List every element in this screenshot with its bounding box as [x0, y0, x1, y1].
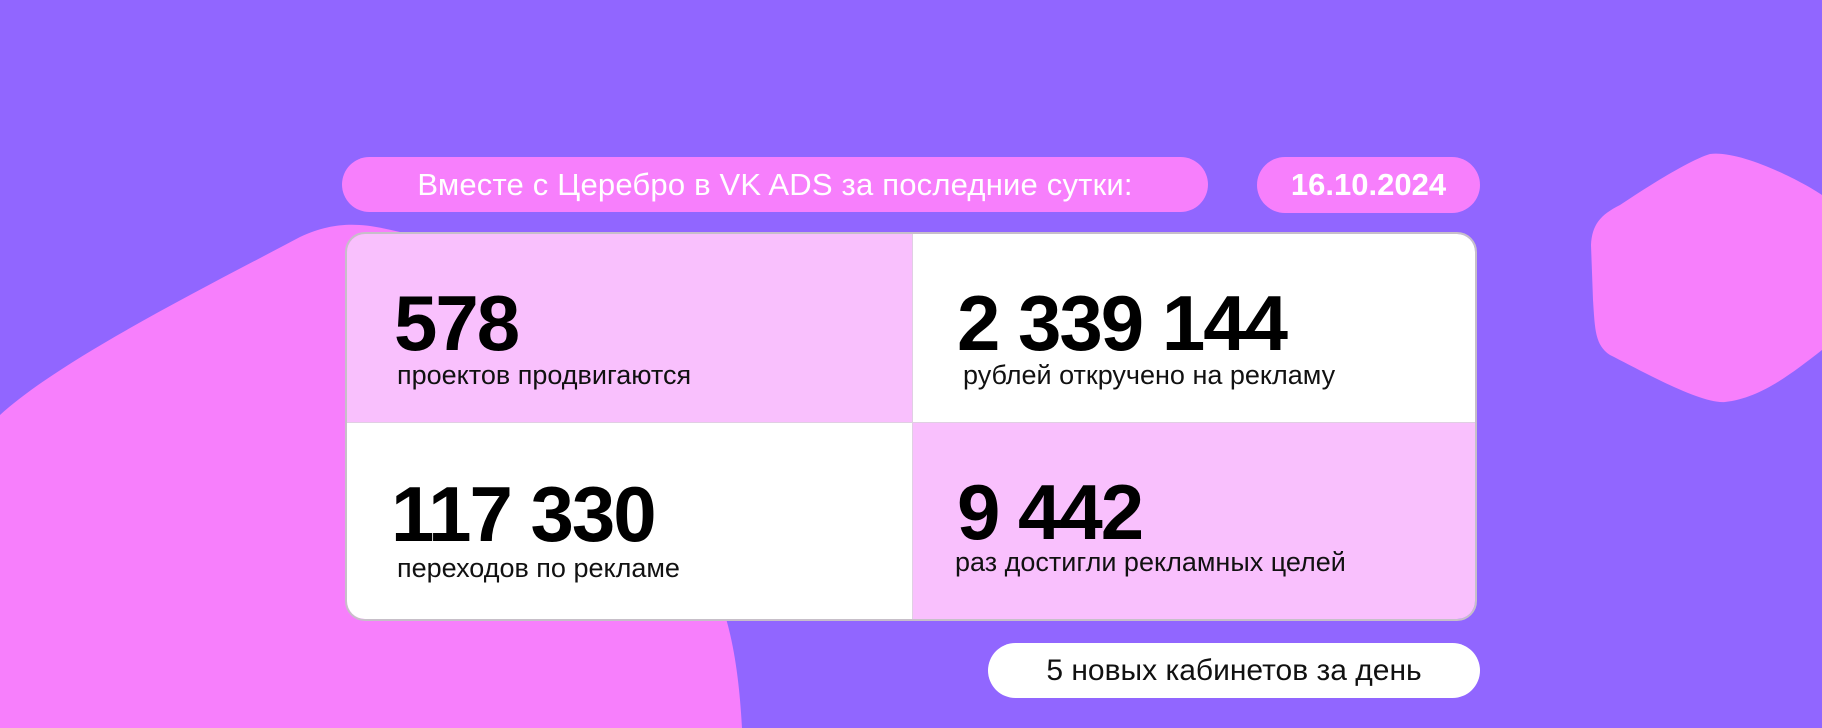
stat-value: 9 442 [957, 468, 1144, 556]
title-pill: Вместе с Церебро в VK ADS за последние с… [342, 157, 1208, 212]
stat-spend: 2 339 144 рублей откручено на рекламу [913, 234, 1475, 423]
page-title: Вместе с Церебро в VK ADS за последние с… [417, 166, 1133, 202]
new-accounts-badge: 5 новых кабинетов за день [988, 643, 1480, 698]
stat-value: 578 [394, 279, 520, 367]
stat-label: проектов продвигаются [397, 360, 692, 390]
stats-card: 578 проектов продвигаются 2 339 144 рубл… [345, 232, 1477, 621]
stat-value: 2 339 144 [957, 279, 1288, 367]
right-pink-hexagon [1591, 153, 1822, 403]
stat-value: 117 330 [391, 470, 657, 558]
stat-label: рублей откручено на рекламу [963, 360, 1336, 390]
stat-projects: 578 проектов продвигаются [347, 234, 913, 423]
stat-label: переходов по рекламе [397, 553, 680, 583]
stat-clicks: 117 330 переходов по рекламе [347, 423, 913, 619]
date-text: 16.10.2024 [1290, 167, 1447, 202]
stat-goals: 9 442 раз достигли рекламных целей [913, 423, 1475, 619]
date-badge: 16.10.2024 [1257, 157, 1480, 213]
new-accounts-text: 5 новых кабинетов за день [1046, 653, 1422, 687]
stat-label: раз достигли рекламных целей [955, 547, 1346, 577]
